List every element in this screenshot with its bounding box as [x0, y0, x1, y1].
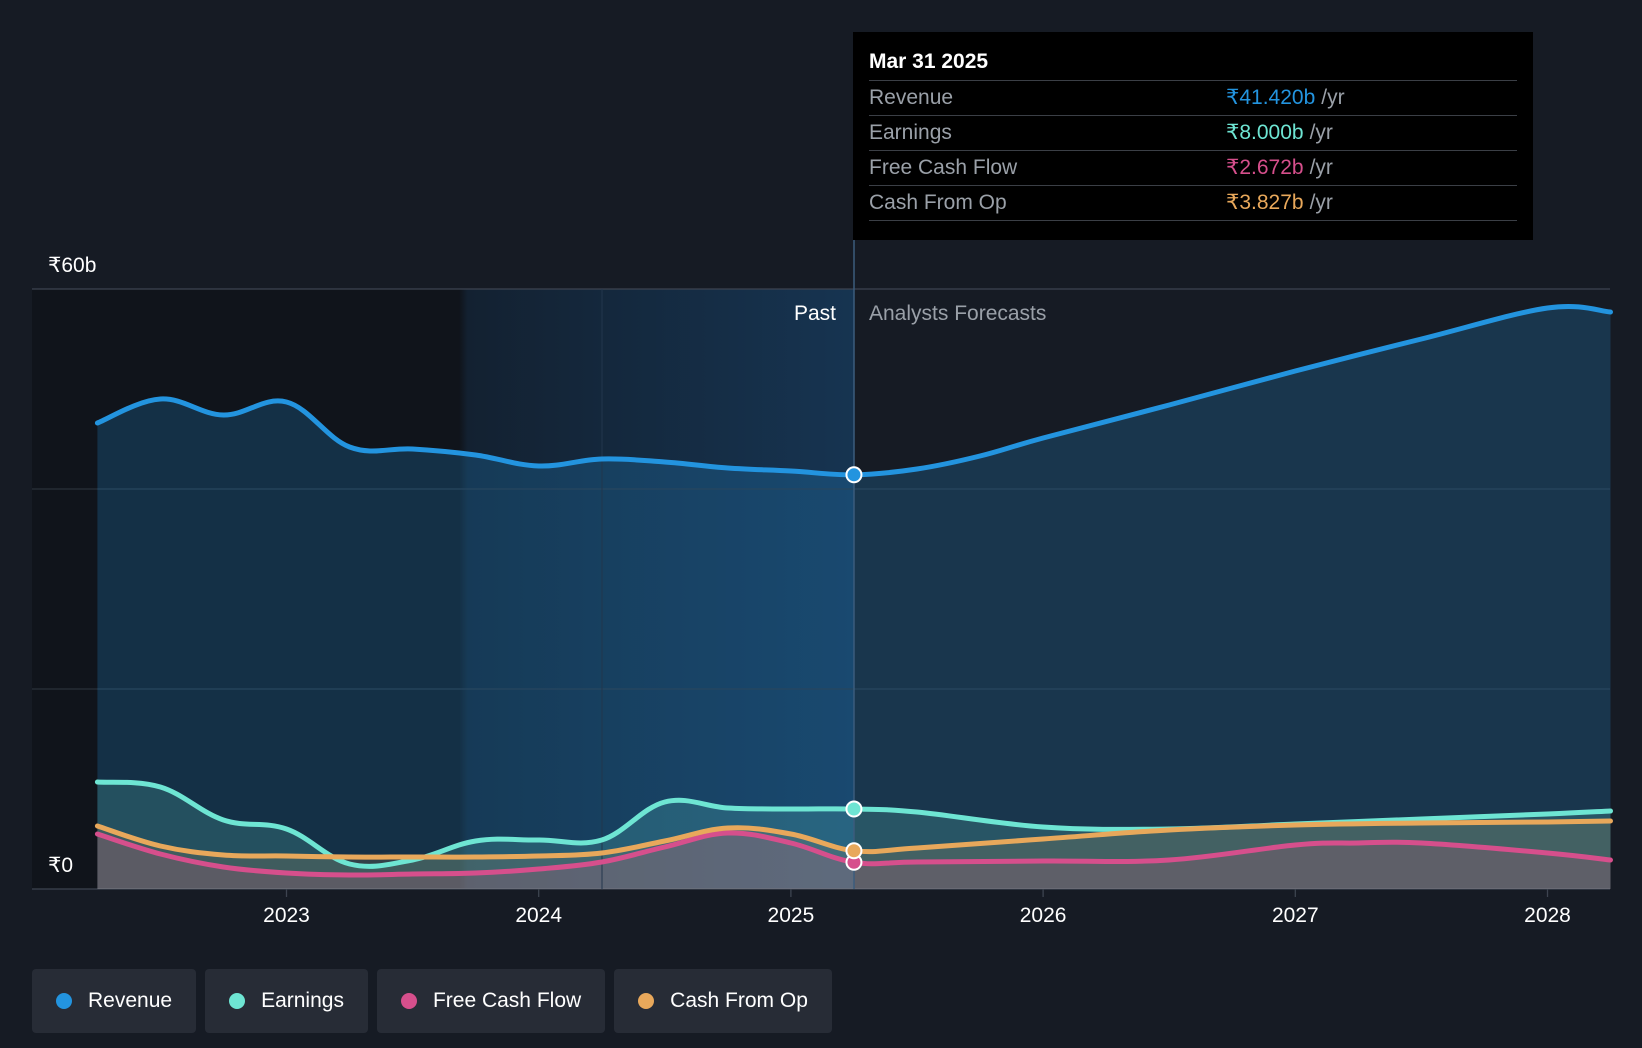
legend-dot-icon [400, 993, 417, 1009]
legend-label: Free Cash Flow [432, 989, 582, 1012]
legend-label: Cash From Op [670, 989, 808, 1012]
tooltip-unit: /yr [1309, 156, 1333, 179]
tooltip-label: Revenue [869, 86, 954, 109]
tooltip-label: Earnings [869, 121, 952, 144]
legend-earnings-button[interactable]: Earnings [205, 969, 368, 1033]
series-lines [94, 303, 1613, 878]
x-tick-label: 2026 [1020, 904, 1067, 927]
gridlines [32, 288, 1610, 890]
tooltip-value: ₹41.420b [1226, 86, 1316, 109]
legend-dot-icon [638, 993, 655, 1009]
tooltip-unit: /yr [1309, 191, 1333, 214]
x-axis-ticks: 2023 2024 2025 2026 2027 2028 [263, 889, 1571, 927]
x-tick-label: 2027 [1272, 904, 1319, 927]
legend-free-cash-flow-button[interactable]: Free Cash Flow [376, 969, 606, 1033]
legend-label: Earnings [261, 989, 344, 1012]
tooltip-label: Cash From Op [869, 191, 1007, 214]
legend-cash-from-op-button[interactable]: Cash From Op [614, 969, 832, 1033]
revenue-line [94, 303, 1613, 478]
legend: Revenue Earnings Free Cash Flow Cash Fro… [32, 969, 832, 1033]
tooltip-unit: /yr [1309, 121, 1333, 144]
tooltip-row-earnings: Earnings ₹8.000b /yr [869, 116, 1517, 151]
tooltip-row-revenue: Revenue ₹41.420b /yr [869, 81, 1517, 116]
tooltip-row-cash-from-op: Cash From Op ₹3.827b /yr [869, 186, 1517, 221]
x-tick-label: 2023 [263, 904, 310, 927]
hover-points [845, 466, 863, 871]
x-tick-label: 2024 [515, 904, 562, 927]
earnings-point [845, 800, 863, 818]
legend-label: Revenue [88, 989, 173, 1012]
tooltip-date: Mar 31 2025 [869, 46, 1517, 81]
cash-from-op-point [845, 842, 863, 860]
tooltip-label: Free Cash Flow [869, 156, 1018, 179]
tooltip-value: ₹3.827b [1226, 191, 1304, 214]
chart: ₹60b ₹0 Past Analysts Forecasts 2023 2024… [32, 240, 1613, 927]
legend-dot-icon [56, 993, 72, 1009]
y-tick-top: ₹60b [48, 254, 96, 277]
tooltip-unit: /yr [1321, 86, 1345, 109]
cash-from-op-line [94, 818, 1613, 860]
x-tick-label: 2025 [768, 904, 815, 927]
tooltip: Mar 31 2025 Revenue ₹41.420b /yr Earning… [853, 32, 1533, 240]
x-tick-label: 2028 [1524, 904, 1571, 927]
tooltip-value: ₹2.672b [1226, 156, 1304, 179]
revenue-point [845, 466, 863, 484]
free-cash-flow-line [94, 830, 1613, 878]
tooltip-value: ₹8.000b [1226, 121, 1304, 144]
past-label: Past [794, 302, 836, 325]
y-tick-bottom: ₹0 [48, 854, 73, 877]
tooltip-row-free-cash-flow: Free Cash Flow ₹2.672b /yr [869, 151, 1517, 186]
forecast-label: Analysts Forecasts [869, 302, 1046, 325]
legend-revenue-button[interactable]: Revenue [32, 969, 197, 1033]
legend-dot-icon [229, 993, 246, 1009]
